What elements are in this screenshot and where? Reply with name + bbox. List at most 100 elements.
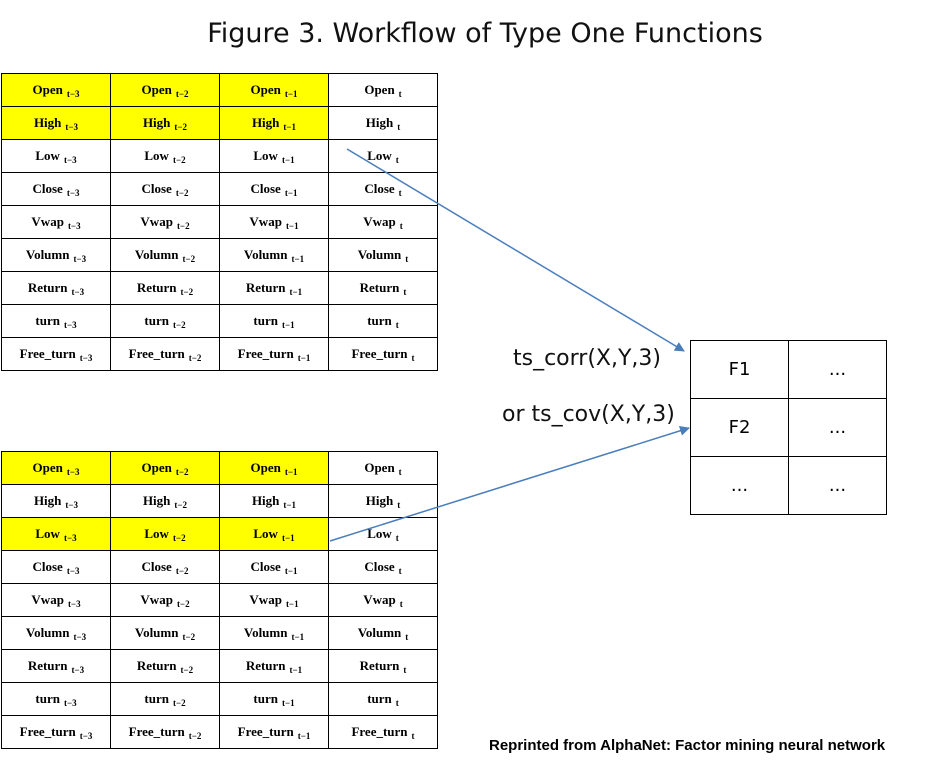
time-subscript: t−3 (63, 320, 77, 330)
time-subscript: t (395, 155, 399, 165)
variable-cell: Open t (328, 451, 438, 485)
variable-cell: turn t−1 (219, 682, 329, 716)
variable-name: Low (144, 526, 169, 541)
variable-name: High (365, 493, 394, 508)
time-subscript: t−2 (176, 599, 190, 609)
time-subscript: t−2 (172, 698, 186, 708)
variable-cell: Close t−1 (219, 550, 329, 584)
time-subscript: t−3 (71, 287, 85, 297)
variable-name: Free_turn (19, 346, 76, 361)
time-subscript: t−3 (67, 221, 81, 231)
time-subscript: t−1 (283, 122, 297, 132)
time-subscript: t (411, 353, 415, 363)
variable-cell: Free_turn t (328, 337, 438, 371)
time-subscript: t (405, 254, 409, 264)
variable-cell: Low t (328, 139, 438, 173)
variable-name: turn (253, 313, 278, 328)
top-row-low: Low t−3 Low t−2 Low t−1 Low t (1, 139, 438, 173)
time-subscript: t (405, 632, 409, 642)
variable-name: Volumn (357, 247, 402, 262)
time-subscript: t (395, 698, 399, 708)
variable-cell: Close t (328, 172, 438, 206)
time-subscript: t−2 (172, 320, 186, 330)
variable-cell: Volumn t (328, 616, 438, 650)
arrow-bottom-to-f2 (329, 425, 690, 542)
time-subscript: t−1 (291, 254, 305, 264)
variable-name: Free_turn (128, 724, 185, 739)
variable-name: Open (250, 460, 281, 475)
variable-name: High (33, 493, 62, 508)
variable-name: Vwap (249, 592, 282, 607)
time-subscript: t−3 (66, 566, 80, 576)
time-subscript: t−1 (297, 731, 311, 741)
figure-title: Figure 3. Workflow of Type One Functions (207, 18, 763, 49)
variable-name: Close (32, 559, 63, 574)
variable-name: Vwap (140, 214, 173, 229)
time-subscript: t−3 (65, 500, 79, 510)
variable-name: High (365, 115, 394, 130)
bottom-input-table: Open t−3 Open t−2 Open t−1 Open t High t−3 High t−2… (1, 451, 438, 749)
time-subscript: t (398, 188, 402, 198)
time-subscript: t−2 (182, 254, 196, 264)
variable-name: Close (141, 181, 172, 196)
time-subscript: t (398, 566, 402, 576)
variable-name: High (33, 115, 62, 130)
time-subscript: t−2 (175, 188, 189, 198)
variable-name: Free_turn (237, 346, 294, 361)
time-subscript: t−3 (63, 698, 77, 708)
variable-name: Open (141, 460, 172, 475)
variable-name: Volumn (243, 625, 288, 640)
top-row-turn: turn t−3 turn t−2 turn t−1 turn t (1, 304, 438, 338)
time-subscript: t−1 (281, 533, 295, 543)
time-subscript: t−1 (281, 155, 295, 165)
variable-name: Close (250, 559, 281, 574)
top-row-return: Return t−3 Return t−2 Return t−1 Return t (1, 271, 438, 305)
time-subscript: t (399, 221, 403, 231)
variable-name: turn (35, 691, 60, 706)
variable-name: Low (144, 148, 169, 163)
variable-cell: Vwap t−1 (219, 205, 329, 239)
time-subscript: t (403, 287, 407, 297)
variable-name: Open (364, 82, 395, 97)
time-subscript: t−1 (297, 353, 311, 363)
variable-cell: High t (328, 106, 438, 140)
variable-cell: Vwap t−3 (1, 583, 111, 617)
variable-name: Vwap (249, 214, 282, 229)
time-subscript: t−1 (284, 467, 298, 477)
time-subscript: t−3 (79, 353, 93, 363)
time-subscript: t−1 (289, 287, 303, 297)
time-subscript: t (411, 731, 415, 741)
time-subscript: t−2 (175, 467, 189, 477)
result-cell: ... (788, 398, 887, 457)
variable-cell: Low t−2 (110, 517, 220, 551)
arrow-top-to-f1 (346, 148, 685, 352)
time-subscript: t (395, 533, 399, 543)
variable-name: Low (35, 148, 60, 163)
variable-name: Low (253, 526, 278, 541)
variable-name: Close (364, 559, 395, 574)
time-subscript: t−1 (284, 188, 298, 198)
variable-cell: Low t−1 (219, 517, 329, 551)
time-subscript: t−3 (79, 731, 93, 741)
variable-cell: High t−3 (1, 106, 111, 140)
variable-name: Vwap (363, 592, 396, 607)
variable-cell: Close t−3 (1, 550, 111, 584)
variable-name: High (142, 115, 171, 130)
variable-name: Low (367, 526, 392, 541)
result-row: F1... (690, 340, 887, 399)
variable-name: turn (35, 313, 60, 328)
time-subscript: t−2 (176, 221, 190, 231)
time-subscript: t (399, 599, 403, 609)
variable-name: Open (250, 82, 281, 97)
top-input-table: Open t−3 Open t−2 Open t−1 Open t High t−3 High t−2… (1, 73, 438, 371)
ts-cov-label: or ts_cov(X,Y,3) (502, 402, 675, 427)
variable-cell: Open t−3 (1, 451, 111, 485)
time-subscript: t−1 (285, 221, 299, 231)
time-subscript: t−3 (63, 533, 77, 543)
variable-name: Volumn (134, 247, 179, 262)
time-subscript: t−2 (188, 731, 202, 741)
top-row-close: Close t−3 Close t−2 Close t−1 Close t (1, 172, 438, 206)
variable-cell: Open t−1 (219, 73, 329, 107)
variable-name: turn (367, 691, 392, 706)
time-subscript: t−2 (180, 665, 194, 675)
